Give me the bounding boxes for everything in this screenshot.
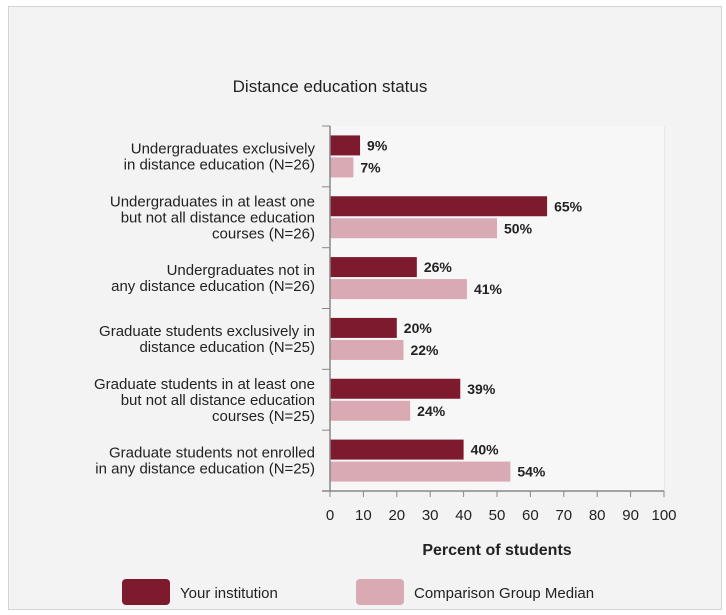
- x-tick-label-100: 100: [651, 507, 676, 524]
- bar-your-institution-1: [330, 135, 361, 156]
- x-ticks: 0 10 20 30 40 50 60 70 80 90 100: [326, 491, 677, 524]
- legend: Your institution Comparison Group Median: [122, 579, 594, 605]
- data-label-your-institution-5: 39%: [467, 381, 496, 397]
- bar-your-institution-2: [330, 196, 548, 217]
- category-label-2: Undergraduates in at least one but not al…: [110, 193, 315, 242]
- x-tick-label-10: 10: [355, 507, 372, 524]
- x-tick-label-0: 0: [326, 507, 334, 524]
- category-label-5: Graduate students in at least one but not…: [94, 376, 315, 425]
- data-label-comparison-median-3: 41%: [474, 281, 503, 297]
- bar-comparison-median-4: [330, 339, 404, 360]
- legend-label-your-institution: Your institution: [180, 585, 278, 602]
- bar-comparison-median-6: [330, 461, 511, 482]
- data-label-comparison-median-1: 7%: [360, 159, 381, 175]
- data-label-comparison-median-4: 22%: [410, 342, 439, 358]
- legend-label-comparison-median: Comparison Group Median: [414, 585, 594, 602]
- bar-comparison-median-2: [330, 218, 497, 239]
- chart-title: Distance education status: [233, 77, 428, 96]
- x-axis-title: Percent of students: [422, 542, 571, 559]
- legend-swatch-comparison-median: [356, 579, 404, 605]
- axes: [322, 125, 664, 492]
- bar-your-institution-4: [330, 317, 397, 338]
- plot-area: [330, 126, 664, 491]
- data-label-your-institution-2: 65%: [554, 198, 583, 214]
- x-tick-label-80: 80: [589, 507, 606, 524]
- x-tick-label-60: 60: [522, 507, 539, 524]
- x-tick-label-30: 30: [422, 507, 439, 524]
- bars-group: 9% 7% 65% 50% 26% 41% 20% 22% 39% 24% 40% 54%: [330, 135, 583, 482]
- category-label-4: Graduate students exclusively in distance…: [99, 323, 315, 356]
- category-label-1: Undergraduates exclusively in distance ed…: [124, 140, 316, 173]
- x-tick-label-40: 40: [455, 507, 472, 524]
- category-label-3: Undergraduates not in any distance educat…: [111, 262, 315, 295]
- bar-your-institution-6: [330, 439, 464, 460]
- data-label-your-institution-3: 26%: [424, 259, 453, 275]
- x-tick-label-20: 20: [388, 507, 405, 524]
- x-tick-label-70: 70: [555, 507, 572, 524]
- legend-swatch-your-institution: [122, 579, 170, 605]
- bar-comparison-median-5: [330, 400, 411, 421]
- data-label-your-institution-4: 20%: [404, 320, 433, 336]
- bar-comparison-median-1: [330, 157, 354, 178]
- data-label-comparison-median-6: 54%: [517, 464, 546, 480]
- x-tick-label-90: 90: [622, 507, 639, 524]
- data-label-comparison-median-5: 24%: [417, 403, 446, 419]
- bar-comparison-median-3: [330, 279, 467, 300]
- x-tick-label-50: 50: [489, 507, 506, 524]
- category-labels: Undergraduates exclusively in distance ed…: [94, 140, 315, 477]
- data-label-your-institution-1: 9%: [367, 137, 388, 153]
- data-label-comparison-median-2: 50%: [504, 220, 533, 236]
- bar-your-institution-5: [330, 378, 461, 399]
- data-label-your-institution-6: 40%: [471, 442, 500, 458]
- bar-your-institution-3: [330, 257, 417, 278]
- category-label-6: Graduate students not enrolled in any dis…: [95, 445, 315, 478]
